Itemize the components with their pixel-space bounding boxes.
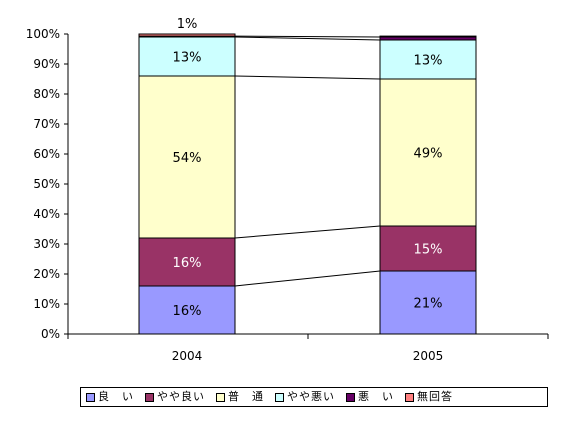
data-label: 13% [414, 54, 443, 69]
data-label: 1% [177, 17, 198, 32]
y-tick-label: 70% [33, 117, 60, 131]
bar-segment [379, 270, 477, 335]
bar-segment [138, 285, 236, 335]
y-tick-label: 100% [26, 27, 60, 41]
data-label: 15% [414, 243, 443, 258]
data-label: 21% [414, 297, 443, 312]
legend-swatch [346, 392, 355, 402]
connector-line [234, 270, 381, 287]
data-label: 16% [173, 304, 202, 319]
legend-item: 良 い [86, 391, 134, 403]
data-label: 13% [173, 51, 202, 66]
data-labels: 16% 16% 54% 13% 1% 21% 15% 49% 13% 1% [173, 17, 504, 319]
y-tick-label: 30% [33, 237, 60, 251]
data-label: 49% [414, 147, 443, 162]
legend-label: やや悪い [287, 390, 335, 403]
connector-line [234, 225, 381, 239]
legend-swatch [86, 392, 95, 402]
y-axis: 0% 10% 20% 30% 40% 50% 60% 70% 80% 90% 100% [26, 27, 69, 341]
data-label: 16% [173, 256, 202, 271]
legend-item: 悪 い [346, 391, 394, 403]
bar-segment [138, 33, 236, 37]
bar-segment [379, 35, 477, 38]
legend-label: 悪 い [358, 390, 394, 403]
x-tick-label: 2005 [413, 349, 444, 363]
bar-segment [379, 225, 477, 272]
connector-line [234, 36, 381, 41]
bar-segment [379, 39, 477, 80]
connector-line [234, 35, 381, 38]
y-tick-label: 50% [33, 177, 60, 191]
legend-label: やや良い [157, 390, 205, 403]
legend-item: 普 通 [216, 391, 264, 403]
legend: 良 い やや良い 普 通 やや悪い 悪 い 無回答 [80, 387, 548, 407]
legend-swatch [145, 392, 154, 402]
legend-item: 無回答 [405, 391, 453, 403]
legend-item: やや良い [145, 391, 205, 403]
y-tick-label: 20% [33, 267, 60, 281]
data-label: 1% [483, 29, 504, 44]
legend-label: 普 通 [228, 390, 264, 403]
x-axis: 2004 2005 [67, 333, 549, 363]
legend-swatch [405, 392, 414, 402]
y-tick-label: 40% [33, 207, 60, 221]
y-tick-label: 80% [33, 87, 60, 101]
y-tick-label: 0% [41, 327, 60, 341]
y-tick-label: 60% [33, 147, 60, 161]
legend-swatch [216, 392, 225, 402]
bars [138, 33, 477, 335]
y-tick-label: 10% [33, 297, 60, 311]
legend-item: やや悪い [275, 391, 335, 403]
data-label: 54% [173, 151, 202, 166]
legend-label: 無回答 [417, 390, 453, 403]
bar-segment [379, 78, 477, 227]
y-tick-label: 90% [33, 57, 60, 71]
series-connectors [234, 35, 381, 287]
x-tick-label: 2004 [172, 349, 203, 363]
legend-swatch [275, 392, 284, 402]
legend-label: 良 い [98, 390, 134, 403]
connector-line [234, 75, 381, 80]
